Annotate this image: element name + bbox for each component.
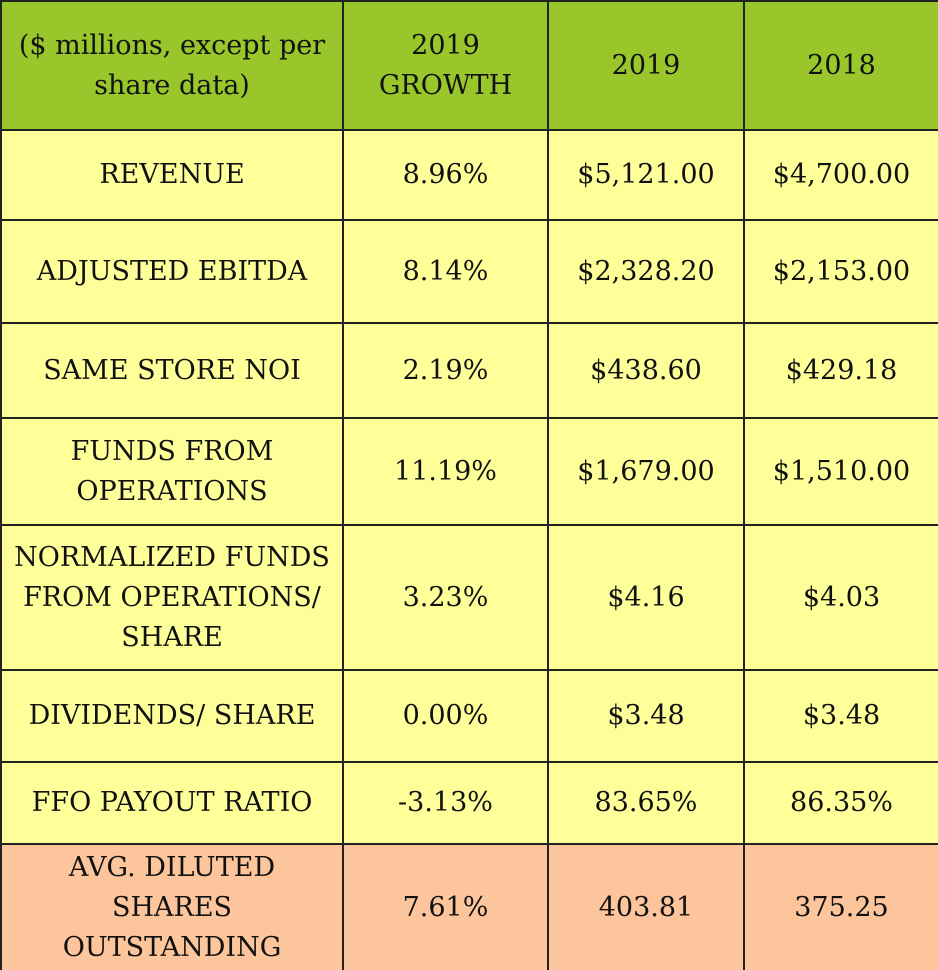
growth-cell: 8.14%: [342, 219, 549, 324]
growth-cell: -3.13%: [342, 761, 549, 845]
table-body: REVENUE 8.96% $5,121.00 $4,700.00 ADJUST…: [0, 129, 938, 970]
value-2019-cell: $5,121.00: [547, 129, 745, 221]
value-2018-cell: 375.25: [743, 843, 938, 970]
value-2018-cell: $4,700.00: [743, 129, 938, 221]
row-label-line: SAME STORE NOI: [43, 354, 301, 386]
row-label-cell: ADJUSTED EBITDA: [0, 219, 344, 324]
value-2018-cell: $4.03: [743, 524, 938, 671]
row-label-line: ADJUSTED EBITDA: [36, 255, 308, 287]
value-2018-cell: $2,153.00: [743, 219, 938, 324]
value-2018-cell: $3.48: [743, 669, 938, 763]
header-label-cell: ($ millions, except per share data): [0, 0, 344, 131]
value-2019-cell: 83.65%: [547, 761, 745, 845]
row-label-cell: FFO PAYOUT RATIO: [0, 761, 344, 845]
value-2019-cell: $3.48: [547, 669, 745, 763]
header-row: ($ millions, except per share data) 2019…: [0, 0, 938, 131]
table-row: FFO PAYOUT RATIO -3.13% 83.65% 86.35%: [0, 761, 938, 845]
table-row: SAME STORE NOI 2.19% $438.60 $429.18: [0, 322, 938, 419]
table-row: DIVIDENDS/ SHARE 0.00% $3.48 $3.48: [0, 669, 938, 763]
header-growth-line: GROWTH: [378, 69, 513, 101]
row-label-cell: REVENUE: [0, 129, 344, 221]
row-label-cell: NORMALIZED FUNDS FROM OPERATIONS/SHARE: [0, 524, 344, 671]
header-label-line: ($ millions, except per: [18, 29, 326, 61]
table-row-highlighted: AVG. DILUTED SHARES OUTSTANDING 7.61% 403…: [0, 843, 938, 970]
growth-cell: 11.19%: [342, 417, 549, 526]
value-2018-cell: 86.35%: [743, 761, 938, 845]
value-2018-cell: $1,510.00: [743, 417, 938, 526]
row-label-cell: DIVIDENDS/ SHARE: [0, 669, 344, 763]
table-row: REVENUE 8.96% $5,121.00 $4,700.00: [0, 129, 938, 221]
growth-cell: 2.19%: [342, 322, 549, 419]
header-year-2019: 2019: [547, 0, 745, 131]
growth-cell: 0.00%: [342, 669, 549, 763]
header-growth-cell: 2019 GROWTH: [342, 0, 549, 131]
row-label-cell: AVG. DILUTED SHARES OUTSTANDING: [0, 843, 344, 970]
row-label-line: OUTSTANDING: [62, 931, 282, 963]
row-label-line: NORMALIZED FUNDS: [14, 541, 330, 573]
header-year-2018: 2018: [743, 0, 938, 131]
row-label-cell: SAME STORE NOI: [0, 322, 344, 419]
growth-cell: 8.96%: [342, 129, 549, 221]
value-2019-cell: $1,679.00: [547, 417, 745, 526]
row-label-cell: FUNDS FROM OPERATIONS: [0, 417, 344, 526]
row-label-line: FROM OPERATIONS/: [23, 581, 321, 613]
header-label-line: share data): [94, 69, 250, 101]
row-label-line: FUNDS FROM: [70, 435, 274, 467]
row-label-line: SHARE: [121, 621, 223, 653]
row-label-line: REVENUE: [99, 159, 245, 190]
row-label-line: DIVIDENDS/ SHARE: [28, 700, 316, 731]
value-2019-cell: $2,328.20: [547, 219, 745, 324]
row-label-line: FFO PAYOUT RATIO: [31, 787, 313, 818]
header-growth-line: 2019: [411, 29, 480, 61]
table-row: NORMALIZED FUNDS FROM OPERATIONS/SHARE 3.…: [0, 524, 938, 671]
row-label-line: OPERATIONS: [76, 475, 268, 507]
row-label-line: AVG. DILUTED SHARES: [68, 851, 276, 923]
value-2019-cell: $4.16: [547, 524, 745, 671]
table-row: ADJUSTED EBITDA 8.14% $2,328.20 $2,153.0…: [0, 219, 938, 324]
growth-cell: 7.61%: [342, 843, 549, 970]
growth-cell: 3.23%: [342, 524, 549, 671]
value-2019-cell: 403.81: [547, 843, 745, 970]
value-2019-cell: $438.60: [547, 322, 745, 419]
value-2018-cell: $429.18: [743, 322, 938, 419]
table-row: FUNDS FROM OPERATIONS 11.19% $1,679.00 $1…: [0, 417, 938, 526]
